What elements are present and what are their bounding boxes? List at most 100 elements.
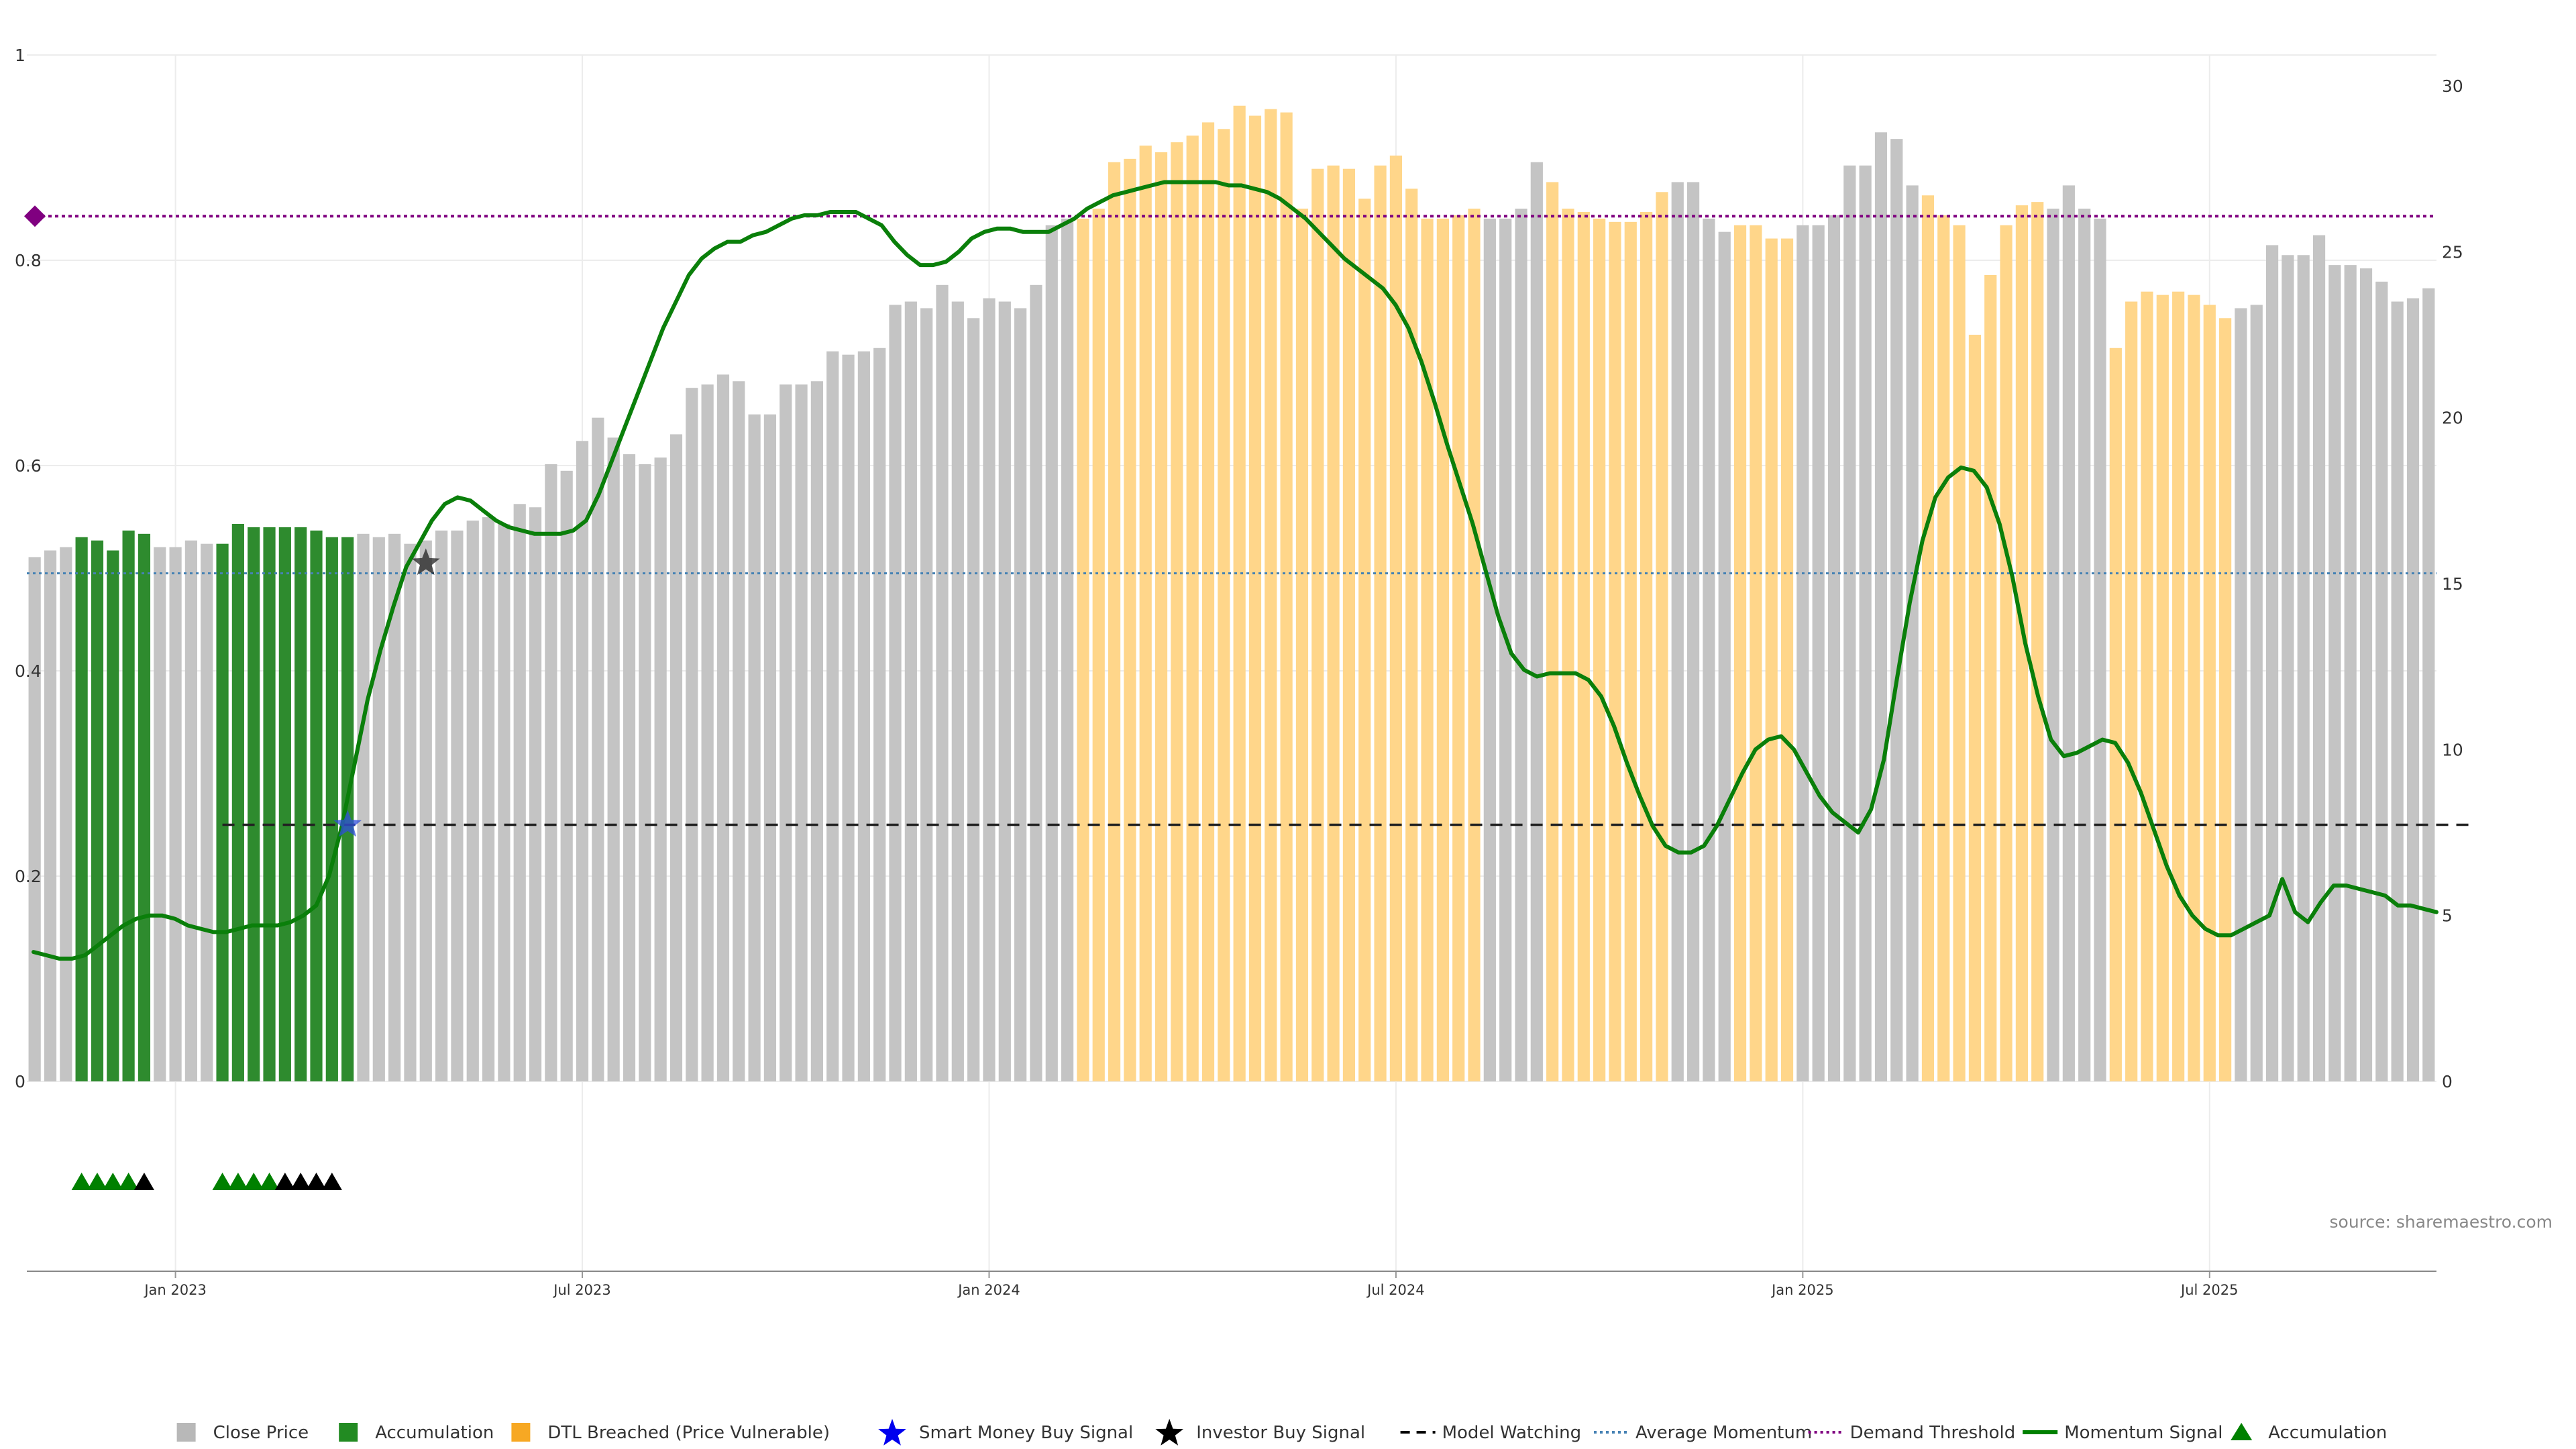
legend-star <box>1155 1419 1184 1446</box>
price-bar <box>1562 209 1574 1082</box>
price-bar <box>1077 218 1089 1081</box>
price-bar <box>1468 209 1481 1082</box>
price-bar <box>1092 209 1105 1082</box>
price-bar <box>1671 182 1684 1081</box>
x-tick-label: Jan 2023 <box>143 1282 207 1298</box>
price-bar <box>686 388 698 1081</box>
price-bar <box>2235 308 2247 1082</box>
price-bar <box>1436 218 1449 1081</box>
price-bar <box>1953 225 1966 1081</box>
price-bar <box>623 454 636 1081</box>
price-bar <box>1686 182 1700 1081</box>
left-tick-label: 0 <box>15 1072 25 1091</box>
price-bar <box>1780 238 1794 1082</box>
investor-buy-star <box>411 548 440 576</box>
accumulation-triangle <box>71 1173 92 1190</box>
price-bar <box>1874 132 1888 1082</box>
price-bar <box>780 384 792 1082</box>
price-bar <box>1937 215 1950 1081</box>
price-bar <box>1577 211 1590 1081</box>
price-bar <box>607 437 620 1081</box>
demand-threshold-marker <box>24 205 46 227</box>
price-bar <box>842 354 855 1082</box>
price-bar <box>889 305 902 1082</box>
investor-triangle <box>133 1173 154 1190</box>
right-tick-label: 25 <box>2442 242 2463 262</box>
price-bar <box>2391 301 2404 1081</box>
price-bar <box>201 543 213 1081</box>
price-bar <box>1139 146 1152 1081</box>
price-bar <box>2282 255 2294 1081</box>
price-bar <box>983 298 996 1081</box>
legend-swatch <box>511 1423 531 1442</box>
price-bar <box>1124 158 1136 1081</box>
price-bar <box>122 530 135 1081</box>
legend: Close Price Accumulation DTL Breached (Pri… <box>176 1419 2387 1446</box>
price-bar <box>91 540 104 1081</box>
legend-label: Close Price <box>213 1423 309 1443</box>
price-bar <box>701 384 714 1082</box>
price-bar <box>967 318 980 1082</box>
price-bar <box>2000 225 2012 1081</box>
price-bar <box>294 527 307 1081</box>
price-bar <box>231 523 244 1081</box>
left-tick-label: 0.8 <box>15 251 42 270</box>
price-bar <box>1546 182 1559 1081</box>
legend-item: Accumulation <box>339 1423 494 1443</box>
price-bar <box>1640 211 1653 1081</box>
price-bar <box>44 550 57 1081</box>
price-bar <box>1483 218 1496 1081</box>
price-bar <box>451 530 464 1081</box>
price-bar <box>1218 129 1230 1082</box>
price-bar <box>482 517 495 1081</box>
price-bar <box>639 464 651 1081</box>
price-bars <box>28 105 2435 1082</box>
legend-star <box>878 1419 906 1446</box>
price-bar <box>357 533 370 1081</box>
price-bar <box>2203 305 2216 1082</box>
price-bar <box>576 441 589 1081</box>
accumulation-triangle <box>244 1173 264 1190</box>
x-tick-label: Jan 2024 <box>957 1282 1020 1298</box>
price-bar <box>795 384 808 1082</box>
source-label: source: sharemaestro.com <box>2330 1212 2553 1232</box>
price-bar <box>1280 112 1293 1081</box>
right-tick-label: 0 <box>2442 1072 2453 1091</box>
legend-item: Close Price <box>176 1423 309 1443</box>
legend-label: Investor Buy Signal <box>1196 1423 1365 1443</box>
price-bar <box>1515 209 1527 1082</box>
price-bar <box>2312 235 2326 1082</box>
price-bar <box>1233 105 1246 1082</box>
price-bar <box>1061 218 1074 1081</box>
price-bar <box>1014 308 1027 1082</box>
left-tick-label: 0.6 <box>15 456 42 476</box>
price-bar <box>1624 221 1637 1081</box>
price-bar <box>1827 215 1841 1081</box>
price-bar <box>28 557 41 1081</box>
price-bar <box>2359 268 2373 1082</box>
price-bar <box>2062 185 2075 1081</box>
legend-swatch <box>176 1423 196 1442</box>
price-bar <box>341 537 354 1081</box>
price-bar <box>138 533 151 1081</box>
price-bar <box>951 301 964 1081</box>
price-bar <box>920 308 933 1082</box>
price-bar <box>372 537 385 1081</box>
signal-markers <box>71 548 440 1190</box>
momentum-signal-line <box>32 180 2438 961</box>
price-bar <box>904 301 917 1081</box>
price-bar <box>263 527 276 1081</box>
investor-triangle <box>306 1173 327 1190</box>
x-tick-label: Jan 2025 <box>1770 1282 1834 1298</box>
signal-lines <box>24 180 2476 961</box>
price-bar <box>2265 245 2279 1082</box>
price-bar <box>1295 209 1309 1082</box>
price-bar <box>763 414 777 1081</box>
price-bar <box>733 381 745 1081</box>
legend-item: Investor Buy Signal <box>1155 1419 1365 1446</box>
price-bar <box>1906 185 1919 1081</box>
price-bar <box>1703 218 1715 1081</box>
legend-item: Accumulation <box>2231 1423 2387 1443</box>
price-bar <box>2047 209 2059 1082</box>
price-bar <box>2344 265 2357 1081</box>
